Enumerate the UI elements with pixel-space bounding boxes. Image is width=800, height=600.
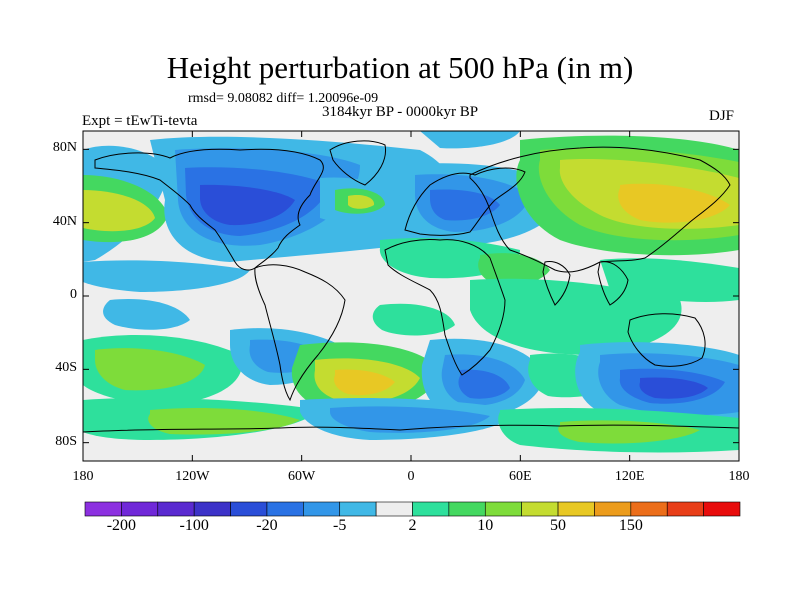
colorbar-swatch bbox=[557, 501, 595, 517]
coast-europe bbox=[404, 167, 526, 236]
colorbar-label: 10 bbox=[477, 517, 494, 534]
lon-tick-label: 180 bbox=[72, 469, 94, 484]
lat-tick-label: 80N bbox=[52, 140, 77, 156]
contour-europe-deep bbox=[430, 189, 500, 221]
coast-south-america bbox=[254, 264, 346, 402]
lon-tick-label: 180 bbox=[728, 469, 750, 484]
colorbar-swatch bbox=[121, 501, 159, 517]
contour-maritime-positive bbox=[600, 258, 739, 302]
stats-line: rmsd= 9.08082 diff= 1.20096e-09 bbox=[188, 91, 379, 106]
contour-tropical-pacific-cyan bbox=[103, 299, 190, 330]
contour-south-pacific-yellow bbox=[95, 348, 205, 391]
coast-southeast-asia bbox=[597, 261, 629, 306]
colorbar-label: -200 bbox=[106, 517, 137, 534]
experiment-label: Expt = tEwTi-tevta bbox=[82, 113, 198, 129]
lat-tick-label: 40S bbox=[55, 360, 77, 376]
lon-tick-label: 120W bbox=[175, 469, 210, 484]
lon-tick-label: 60W bbox=[288, 469, 316, 484]
period-label: 3184kyr BP - 0000kyr BP bbox=[322, 104, 479, 120]
contour-north-america-core bbox=[200, 184, 295, 226]
colorbar-swatch bbox=[412, 501, 450, 517]
colorbar-label: 50 bbox=[550, 517, 567, 534]
colorbar-swatch bbox=[84, 501, 122, 517]
lon-tick-label: 0 bbox=[407, 469, 415, 484]
coast-asia bbox=[469, 146, 731, 273]
lon-tick-label: 120E bbox=[614, 469, 645, 484]
season-label: DJF bbox=[709, 108, 735, 124]
colorbar-swatch bbox=[594, 501, 632, 517]
coast-india bbox=[542, 261, 571, 306]
contour-antarctic-yellow bbox=[148, 408, 300, 435]
contour-field bbox=[83, 131, 739, 461]
colorbar-swatch bbox=[521, 501, 559, 517]
contour-south-africa-deep bbox=[458, 369, 510, 399]
colorbar-swatch bbox=[703, 501, 741, 517]
colorbar-swatch bbox=[666, 501, 704, 517]
contour-arabia-positive bbox=[478, 253, 550, 285]
colorbar-label: 150 bbox=[618, 517, 643, 534]
colorbar bbox=[84, 501, 741, 517]
lat-tick-label: 80S bbox=[55, 433, 77, 449]
colorbar-swatch bbox=[339, 501, 377, 517]
colorbar-label: 2 bbox=[408, 517, 417, 534]
contour-australia-south-core bbox=[639, 377, 708, 399]
colorbar-label: -20 bbox=[256, 517, 278, 534]
coast-australia bbox=[627, 313, 706, 367]
colorbar-swatch bbox=[630, 501, 668, 517]
axis-ticks bbox=[82, 131, 740, 461]
colorbar-swatch bbox=[303, 501, 341, 517]
contour-arctic-cyan bbox=[420, 131, 520, 149]
contour-indian-ocean-positive bbox=[470, 278, 682, 355]
contour-antarctic-blue bbox=[330, 406, 490, 433]
coast-africa bbox=[384, 239, 506, 376]
coast-antarctica bbox=[83, 424, 739, 433]
colorbar-swatch bbox=[193, 501, 231, 517]
lon-tick-label: 60E bbox=[509, 469, 532, 484]
contour-east-pacific-cyan bbox=[83, 260, 250, 292]
colorbar-label: -100 bbox=[179, 517, 209, 534]
coast-north-america bbox=[94, 148, 324, 271]
coastlines bbox=[83, 140, 739, 433]
colorbar-swatch bbox=[157, 501, 195, 517]
contour-south-atlantic-positive bbox=[372, 303, 455, 336]
colorbar-label: -5 bbox=[333, 517, 347, 534]
colorbar-swatch bbox=[266, 501, 304, 517]
lat-tick-label: 40N bbox=[52, 213, 77, 229]
contour-pacific-core bbox=[83, 190, 155, 232]
colorbar-swatch bbox=[448, 501, 486, 517]
coast-greenland bbox=[329, 140, 387, 186]
plot-title: Height perturbation at 500 hPa (in m) bbox=[166, 50, 634, 85]
contour-atlantic-core bbox=[348, 195, 375, 209]
lat-tick-label: 0 bbox=[70, 287, 77, 302]
colorbar-swatch bbox=[484, 501, 522, 517]
colorbar-swatch bbox=[375, 501, 413, 517]
colorbar-swatch bbox=[230, 501, 268, 517]
contour-south-atlantic-core bbox=[334, 369, 395, 396]
